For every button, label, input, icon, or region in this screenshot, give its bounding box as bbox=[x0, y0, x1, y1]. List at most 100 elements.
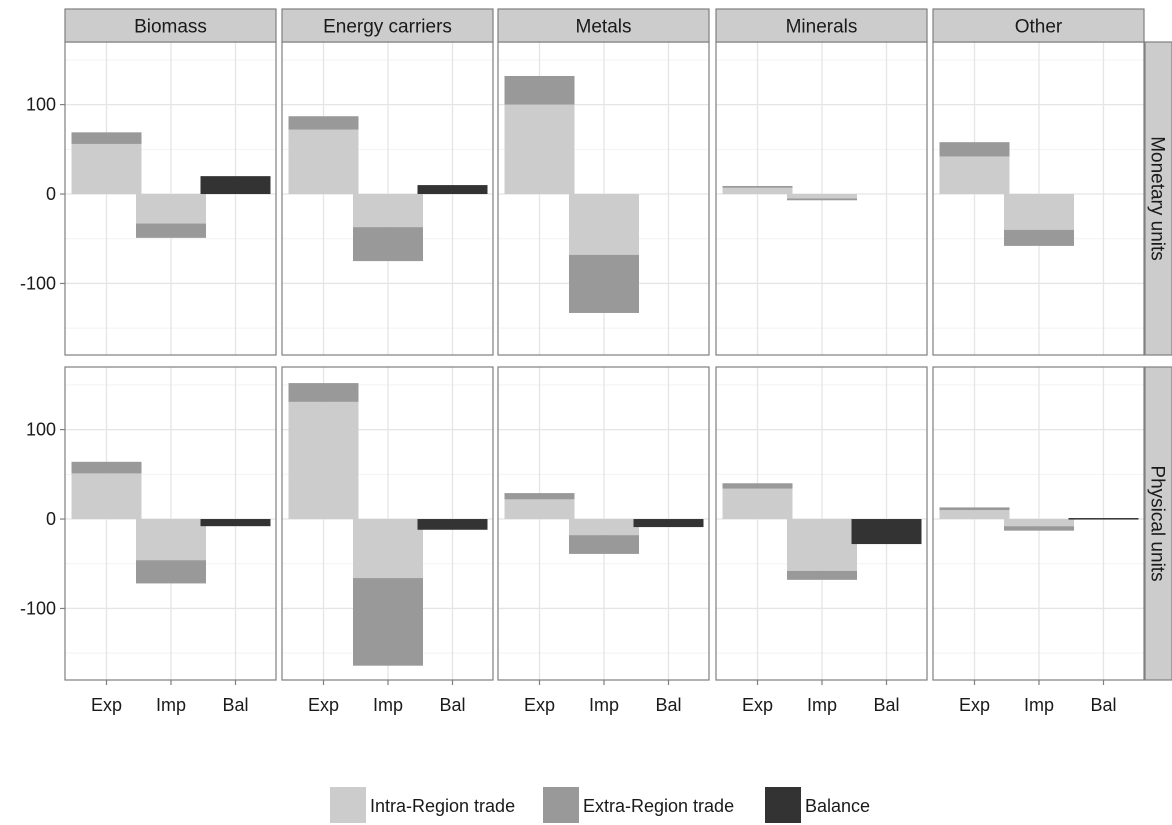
bar-intra-region-exp bbox=[504, 499, 575, 520]
bar-intra-region-imp bbox=[1004, 519, 1074, 527]
bar-extra-region-imp bbox=[569, 535, 639, 554]
panel-0-1 bbox=[281, 41, 494, 356]
legend-label: Balance bbox=[805, 796, 870, 816]
row-strip bbox=[1144, 41, 1172, 356]
x-tick-label: Exp bbox=[308, 695, 339, 715]
row-strip-label: Physical units bbox=[1147, 465, 1168, 581]
bar-balance bbox=[417, 519, 488, 530]
x-tick-label: Exp bbox=[959, 695, 990, 715]
bar-extra-region-exp bbox=[288, 383, 359, 402]
panel-0-0 bbox=[64, 41, 277, 356]
bar-extra-region-imp bbox=[353, 578, 423, 666]
bar-intra-region-imp bbox=[353, 194, 423, 228]
bar-extra-region-imp bbox=[136, 223, 206, 238]
column-strip bbox=[715, 8, 928, 43]
legend-label: Intra-Region trade bbox=[370, 796, 515, 816]
bar-balance bbox=[200, 176, 271, 195]
bar-balance bbox=[200, 519, 271, 527]
x-tick-label: Imp bbox=[1024, 695, 1054, 715]
column-strip-label: Metals bbox=[576, 17, 632, 38]
legend-swatch bbox=[330, 787, 366, 823]
bar-balance bbox=[1068, 518, 1139, 520]
panel-0-4 bbox=[932, 41, 1145, 356]
bar-intra-region-imp bbox=[136, 194, 206, 224]
column-strip-label: Energy carriers bbox=[323, 17, 452, 38]
bar-intra-region-imp bbox=[136, 519, 206, 561]
axes: -100 0 100 -100 0 100 Exp Imp Bal Exp Imp Bal Exp Imp… bbox=[20, 95, 1117, 715]
x-tick-label: Bal bbox=[655, 695, 681, 715]
bar-extra-region-exp bbox=[939, 507, 1010, 511]
legend-swatch bbox=[765, 787, 801, 823]
bar-intra-region-exp bbox=[939, 156, 1010, 195]
bar-intra-region-imp bbox=[353, 519, 423, 579]
panel-1-3 bbox=[715, 366, 928, 681]
x-tick-label: Bal bbox=[439, 695, 465, 715]
bar-intra-region-exp bbox=[939, 510, 1010, 520]
x-tick-label: Imp bbox=[156, 695, 186, 715]
panel-1-0 bbox=[64, 366, 277, 681]
bar-balance bbox=[633, 519, 704, 528]
bar-intra-region-imp bbox=[787, 519, 857, 571]
bar-extra-region-exp bbox=[722, 483, 793, 489]
panel-0-3 bbox=[715, 41, 928, 356]
legend-swatch bbox=[543, 787, 579, 823]
y-tick-label: 0 bbox=[46, 509, 56, 529]
bar-intra-region-exp bbox=[722, 488, 793, 520]
bar-extra-region-imp bbox=[787, 198, 857, 201]
x-tick-label: Imp bbox=[807, 695, 837, 715]
bar-extra-region-exp bbox=[939, 142, 1010, 157]
column-strip-label: Minerals bbox=[786, 17, 858, 38]
bar-extra-region-exp bbox=[504, 75, 575, 105]
bar-extra-region-imp bbox=[353, 227, 423, 262]
bar-intra-region-exp bbox=[722, 187, 793, 195]
column-strip-label: Biomass bbox=[134, 17, 207, 38]
column-strip bbox=[932, 8, 1145, 43]
bar-intra-region-imp bbox=[569, 194, 639, 255]
bar-intra-region-exp bbox=[504, 104, 575, 195]
y-tick-label: -100 bbox=[20, 598, 56, 618]
x-tick-label: Exp bbox=[91, 695, 122, 715]
bar-extra-region-imp bbox=[1004, 526, 1074, 531]
bar-intra-region-exp bbox=[288, 129, 359, 195]
bar-extra-region-imp bbox=[569, 254, 639, 313]
bar-extra-region-exp bbox=[71, 461, 142, 474]
bar-extra-region-exp bbox=[504, 493, 575, 500]
legend-item: Intra-Region trade bbox=[330, 787, 515, 823]
x-tick-label: Bal bbox=[222, 695, 248, 715]
y-tick-label: -100 bbox=[20, 273, 56, 293]
bar-intra-region-imp bbox=[1004, 194, 1074, 230]
panel-1-2 bbox=[497, 366, 710, 681]
legend: Intra-Region trade Extra-Region trade Bala… bbox=[330, 787, 870, 823]
panel-0-2 bbox=[497, 41, 710, 356]
bar-intra-region-exp bbox=[71, 143, 142, 195]
panels-layer bbox=[64, 41, 1145, 681]
panel-1-4 bbox=[932, 366, 1145, 681]
x-tick-label: Bal bbox=[873, 695, 899, 715]
column-strip bbox=[64, 8, 277, 43]
column-strip bbox=[281, 8, 494, 43]
legend-item: Balance bbox=[765, 787, 870, 823]
bar-extra-region-exp bbox=[288, 116, 359, 130]
column-strip-label: Other bbox=[1015, 17, 1063, 38]
x-tick-label: Imp bbox=[373, 695, 403, 715]
bar-balance bbox=[417, 185, 488, 195]
legend-item: Extra-Region trade bbox=[543, 787, 734, 823]
y-tick-label: 100 bbox=[26, 420, 56, 440]
bar-intra-region-imp bbox=[569, 519, 639, 536]
column-strip bbox=[497, 8, 710, 43]
x-tick-label: Exp bbox=[524, 695, 555, 715]
bar-intra-region-exp bbox=[71, 473, 142, 520]
bar-extra-region-imp bbox=[1004, 229, 1074, 246]
x-tick-label: Exp bbox=[742, 695, 773, 715]
row-strip-label: Monetary units bbox=[1147, 136, 1168, 261]
facet-strips: Biomass Energy carriers Metals Minerals Othe… bbox=[64, 8, 1172, 681]
legend-label: Extra-Region trade bbox=[583, 796, 734, 816]
bar-intra-region-imp bbox=[787, 194, 857, 199]
y-tick-label: 0 bbox=[46, 184, 56, 204]
bar-balance bbox=[851, 519, 922, 545]
y-tick-label: 100 bbox=[26, 95, 56, 115]
bar-extra-region-imp bbox=[136, 560, 206, 584]
x-tick-label: Imp bbox=[589, 695, 619, 715]
x-tick-label: Bal bbox=[1090, 695, 1116, 715]
